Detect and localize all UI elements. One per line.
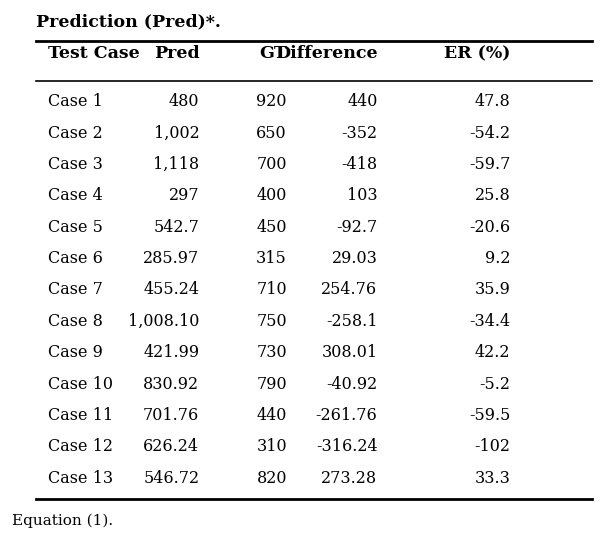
Text: Difference: Difference: [275, 45, 378, 62]
Text: -34.4: -34.4: [469, 313, 510, 330]
Text: 546.72: 546.72: [143, 470, 199, 487]
Text: -316.24: -316.24: [316, 438, 378, 455]
Text: 421.99: 421.99: [143, 344, 199, 361]
Text: Prediction (Pred)*.: Prediction (Pred)*.: [36, 14, 221, 30]
Text: 47.8: 47.8: [475, 93, 510, 110]
Text: -352: -352: [341, 125, 378, 141]
Text: 273.28: 273.28: [321, 470, 378, 487]
Text: -418: -418: [341, 156, 378, 173]
Text: -261.76: -261.76: [316, 407, 378, 424]
Text: Case 4: Case 4: [48, 188, 103, 204]
Text: -258.1: -258.1: [326, 313, 378, 330]
Text: Equation (1).: Equation (1).: [12, 514, 113, 528]
Text: Case 6: Case 6: [48, 250, 103, 267]
Text: Case 3: Case 3: [48, 156, 103, 173]
Text: Test Case: Test Case: [48, 45, 140, 62]
Text: 42.2: 42.2: [475, 344, 510, 361]
Text: 440: 440: [347, 93, 378, 110]
Text: -59.7: -59.7: [469, 156, 510, 173]
Text: 308.01: 308.01: [321, 344, 378, 361]
Text: 710: 710: [256, 281, 287, 299]
Text: Case 12: Case 12: [48, 438, 114, 455]
Text: Case 8: Case 8: [48, 313, 103, 330]
Text: Case 13: Case 13: [48, 470, 114, 487]
Text: Pred: Pred: [153, 45, 199, 62]
Text: 310: 310: [256, 438, 287, 455]
Text: -40.92: -40.92: [326, 376, 378, 392]
Text: Case 9: Case 9: [48, 344, 103, 361]
Text: Case 10: Case 10: [48, 376, 114, 392]
Text: 455.24: 455.24: [143, 281, 199, 299]
Text: 254.76: 254.76: [321, 281, 378, 299]
Text: Case 7: Case 7: [48, 281, 103, 299]
Text: 750: 750: [256, 313, 287, 330]
Text: 440: 440: [257, 407, 287, 424]
Text: -5.2: -5.2: [480, 376, 510, 392]
Text: Case 11: Case 11: [48, 407, 114, 424]
Text: 103: 103: [347, 188, 378, 204]
Text: Case 5: Case 5: [48, 219, 103, 236]
Text: 790: 790: [256, 376, 287, 392]
Text: 450: 450: [257, 219, 287, 236]
Text: 1,002: 1,002: [153, 125, 199, 141]
Text: 285.97: 285.97: [143, 250, 199, 267]
Text: 650: 650: [256, 125, 287, 141]
Text: 730: 730: [256, 344, 287, 361]
Text: 33.3: 33.3: [475, 470, 510, 487]
Text: 701.76: 701.76: [143, 407, 199, 424]
Text: GT: GT: [259, 45, 287, 62]
Text: Case 1: Case 1: [48, 93, 103, 110]
Text: 35.9: 35.9: [475, 281, 510, 299]
Text: 820: 820: [257, 470, 287, 487]
Text: -102: -102: [474, 438, 510, 455]
Text: 700: 700: [257, 156, 287, 173]
Text: 297: 297: [169, 188, 199, 204]
Text: 1,008.10: 1,008.10: [128, 313, 199, 330]
Text: 400: 400: [257, 188, 287, 204]
Text: 626.24: 626.24: [143, 438, 199, 455]
Text: ER (%): ER (%): [444, 45, 510, 62]
Text: 830.92: 830.92: [143, 376, 199, 392]
Text: 480: 480: [169, 93, 199, 110]
Text: -54.2: -54.2: [469, 125, 510, 141]
Text: Case 2: Case 2: [48, 125, 103, 141]
Text: -59.5: -59.5: [469, 407, 510, 424]
Text: 920: 920: [257, 93, 287, 110]
Text: 315: 315: [256, 250, 287, 267]
Text: 9.2: 9.2: [485, 250, 510, 267]
Text: -92.7: -92.7: [336, 219, 378, 236]
Text: 25.8: 25.8: [475, 188, 510, 204]
Text: 29.03: 29.03: [332, 250, 378, 267]
Text: -20.6: -20.6: [469, 219, 510, 236]
Text: 1,118: 1,118: [153, 156, 199, 173]
Text: 542.7: 542.7: [153, 219, 199, 236]
